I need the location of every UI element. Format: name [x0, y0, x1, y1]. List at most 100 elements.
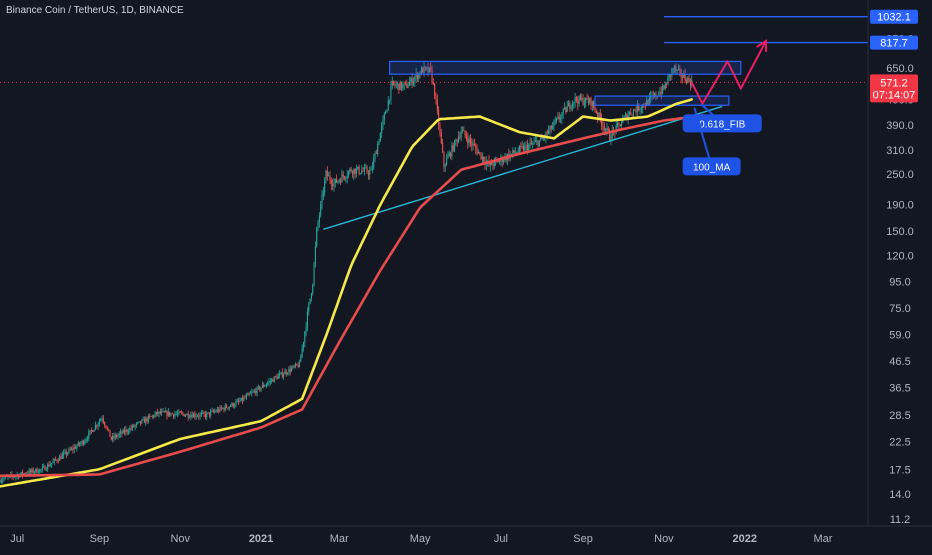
candle-body — [602, 125, 604, 127]
candle-body — [412, 80, 415, 85]
candle-body — [644, 105, 646, 107]
candle-body — [268, 381, 270, 383]
candle-body — [284, 371, 286, 375]
candle-body — [646, 100, 648, 106]
candle-body — [636, 104, 638, 112]
candle-body — [165, 411, 167, 413]
candle-body — [96, 425, 98, 427]
candle-body — [585, 97, 587, 103]
candle-body — [265, 384, 267, 386]
y-tick-label: 14.0 — [889, 489, 910, 501]
candle-body — [63, 452, 65, 455]
candle-body — [375, 153, 377, 155]
candle-body — [329, 175, 331, 181]
candle-body — [389, 99, 391, 101]
candle-body — [43, 466, 45, 468]
candle-body — [607, 128, 609, 131]
candle-body — [166, 411, 168, 416]
y-tick-label: 650.0 — [886, 63, 914, 75]
candle-body — [257, 386, 259, 388]
candle-body — [403, 83, 405, 85]
candle-body — [218, 409, 220, 412]
candle-body — [394, 83, 396, 86]
candle-body — [492, 164, 494, 166]
candle-body — [36, 468, 38, 473]
candle-body — [459, 136, 461, 138]
candle-body — [149, 415, 151, 417]
candle-body — [155, 411, 157, 415]
candle-body — [620, 123, 623, 127]
candle-body — [82, 440, 85, 445]
candle-body — [134, 425, 136, 427]
candle-body — [379, 132, 381, 142]
candle-body — [349, 169, 351, 172]
candle-body — [317, 222, 319, 228]
candle-body — [310, 293, 312, 299]
y-tick-label: 28.5 — [889, 410, 910, 422]
target-level-badge — [870, 35, 918, 50]
candle-body — [575, 97, 578, 101]
candle-body — [232, 403, 234, 407]
candle-body — [272, 379, 274, 382]
candle-body — [578, 95, 580, 104]
candle-body — [361, 170, 363, 174]
candle-body — [573, 101, 575, 103]
candle-body — [347, 171, 350, 176]
candle-body — [135, 423, 138, 426]
candle-body — [292, 365, 294, 369]
candle-body — [24, 473, 26, 475]
candle-body — [113, 435, 115, 438]
candle-body — [431, 68, 433, 82]
x-tick-label: Mar — [330, 533, 349, 545]
x-tick-label: Jul — [494, 533, 508, 545]
current-price-badge — [870, 74, 918, 103]
candle-body — [236, 400, 238, 402]
candle-body — [49, 464, 51, 467]
candle-body — [21, 472, 24, 475]
candle-body — [89, 430, 91, 433]
candle-body — [340, 180, 342, 183]
candle-body — [60, 456, 62, 459]
candle-body — [231, 403, 233, 406]
candle-body — [0, 479, 1, 482]
candle-body — [98, 421, 100, 424]
candle-body — [386, 109, 388, 113]
candle-body — [399, 81, 401, 90]
y-tick-label: 190.0 — [886, 200, 914, 212]
candle-body — [343, 176, 346, 179]
candle-body — [90, 430, 92, 432]
candle-body — [287, 373, 289, 375]
candle-body — [560, 118, 562, 120]
candle-body — [334, 178, 336, 183]
candle-body — [503, 160, 505, 163]
candle-body — [65, 451, 67, 455]
candle-body — [533, 142, 535, 144]
candle-body — [309, 298, 311, 304]
candle-body — [428, 67, 430, 73]
candle-body — [342, 174, 344, 177]
candle-body — [422, 68, 424, 73]
candle-body — [251, 392, 253, 394]
candle-body — [312, 284, 314, 294]
y-tick-label: 150.0 — [886, 226, 914, 238]
candle-body — [88, 432, 90, 439]
candle-body — [130, 427, 132, 429]
candle-body — [430, 67, 432, 69]
candle-body — [202, 412, 204, 414]
candle-body — [672, 68, 674, 70]
candle-body — [414, 77, 416, 81]
candle-body — [67, 452, 69, 455]
candle-body — [544, 137, 546, 139]
candle-body — [69, 449, 71, 451]
candle-body — [514, 152, 517, 154]
candle-body — [548, 130, 550, 134]
candle-body — [528, 145, 530, 151]
candle-body — [435, 96, 437, 100]
candle-body — [623, 116, 625, 119]
candle-body — [35, 468, 37, 473]
candle-body — [357, 166, 359, 169]
candle-body — [616, 123, 619, 125]
candle-body — [383, 114, 385, 120]
